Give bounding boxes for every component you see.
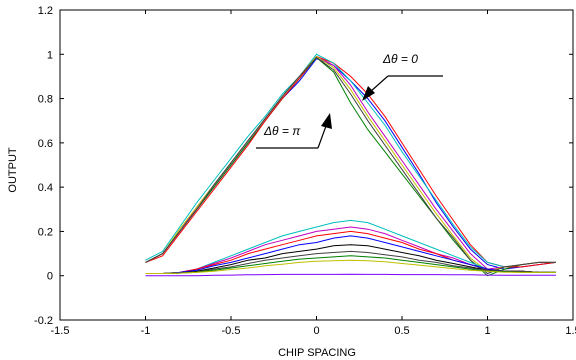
series-line-16	[145, 273, 556, 277]
series-line-2	[145, 56, 556, 277]
x-tick-label-6: 1	[484, 325, 490, 337]
x-axis-title: CHIP SPACING	[278, 347, 356, 359]
x-tick-label-2: -1	[141, 325, 151, 337]
y-tick-label-2: 0	[47, 271, 53, 283]
plot-area	[59, 9, 574, 321]
y-tick-label-8: 1.2	[38, 5, 53, 17]
x-tick-label-4: 0	[313, 325, 319, 337]
y-tick-label-3: 0.2	[38, 226, 53, 238]
y-tick-label-7: 1	[47, 49, 53, 61]
y-tick-label-6: 0.8	[38, 94, 53, 106]
x-tick-label-1: -1.5	[51, 325, 70, 337]
annotation-delta-zero-arrow-shaft	[369, 75, 389, 93]
annotation-delta-pi-arrow-shaft	[317, 125, 327, 149]
annotation-delta-zero-label: Δθ = 0	[382, 52, 418, 66]
x-tick-label-5: 0.5	[394, 325, 409, 337]
x-tick-label-7: 1.5	[565, 325, 576, 337]
annotation-delta-zero-arrowhead	[362, 86, 375, 101]
y-tick-label-4: 0.4	[38, 182, 53, 194]
tick-layer: -1.5 -1 -0.5 0 0.5 1 1.5 -0.2 0 0.2 0.4 0.6 0.8 1 1.2	[34, 5, 576, 337]
y-axis-title: OUTPUT	[7, 147, 19, 193]
series-line-11	[145, 235, 556, 274]
y-tick-label-1: -0.2	[34, 315, 53, 327]
x-tick-label-3: -0.5	[222, 325, 241, 337]
annotation-delta-pi-arrowhead	[321, 113, 332, 129]
y-tick-label-5: 0.6	[38, 138, 53, 150]
annotation-delta-pi-label: Δθ = π	[263, 124, 301, 138]
series-line-15	[145, 259, 556, 274]
series-layer	[145, 53, 556, 277]
annotation-delta-zero: Δθ = 0	[362, 52, 443, 101]
series-line-13	[145, 250, 556, 274]
annotation-delta-pi: Δθ = π	[256, 113, 332, 149]
series-line-4	[145, 53, 556, 268]
series-line-7	[145, 56, 556, 275]
